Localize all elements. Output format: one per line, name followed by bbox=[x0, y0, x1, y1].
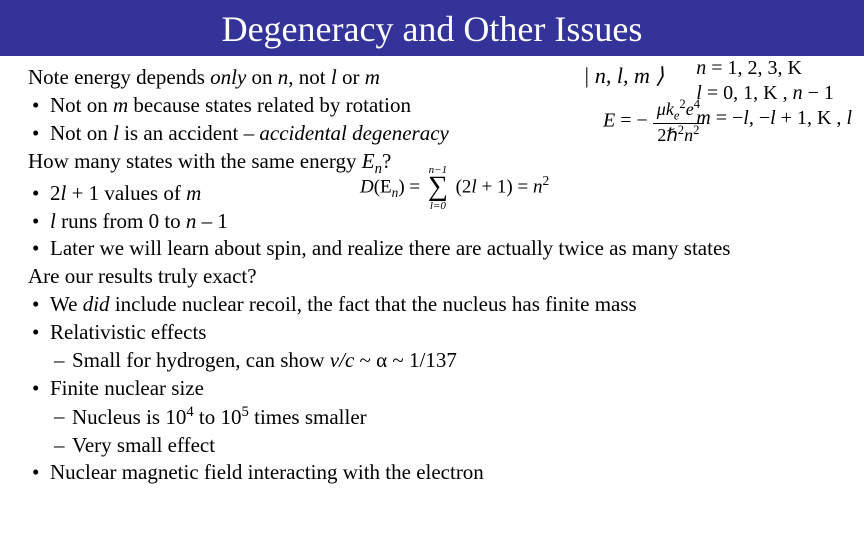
sub-bullet-line: Very small effect bbox=[28, 432, 840, 459]
bullet-line: 2l + 1 values of m bbox=[28, 180, 840, 207]
bullet-line: Relativistic effects bbox=[28, 319, 840, 346]
sub-bullet-line: Small for hydrogen, can show v/c ~ α ~ 1… bbox=[28, 347, 840, 374]
bullet-line: Not on l is an accident – accidental deg… bbox=[28, 120, 840, 147]
slide-body: | n, l, m ⟩ n = 1, 2, 3, K l = 0, 1, K ,… bbox=[0, 56, 864, 486]
sub-bullet-line: Nucleus is 104 to 105 times smaller bbox=[28, 403, 840, 431]
ket-formula: | n, l, m ⟩ bbox=[583, 62, 664, 90]
bullet-line: l runs from 0 to n – 1 bbox=[28, 208, 840, 235]
bullet-line: Nuclear magnetic field interacting with … bbox=[28, 459, 840, 486]
bullet-line: Finite nuclear size bbox=[28, 375, 840, 402]
bullet-line: Later we will learn about spin, and real… bbox=[28, 235, 840, 262]
bullet-line: Not on m because states related by rotat… bbox=[28, 92, 840, 119]
text-line: Are our results truly exact? bbox=[28, 263, 840, 290]
slide-title: Degeneracy and Other Issues bbox=[0, 0, 864, 56]
bullet-line: We did include nuclear recoil, the fact … bbox=[28, 291, 840, 318]
